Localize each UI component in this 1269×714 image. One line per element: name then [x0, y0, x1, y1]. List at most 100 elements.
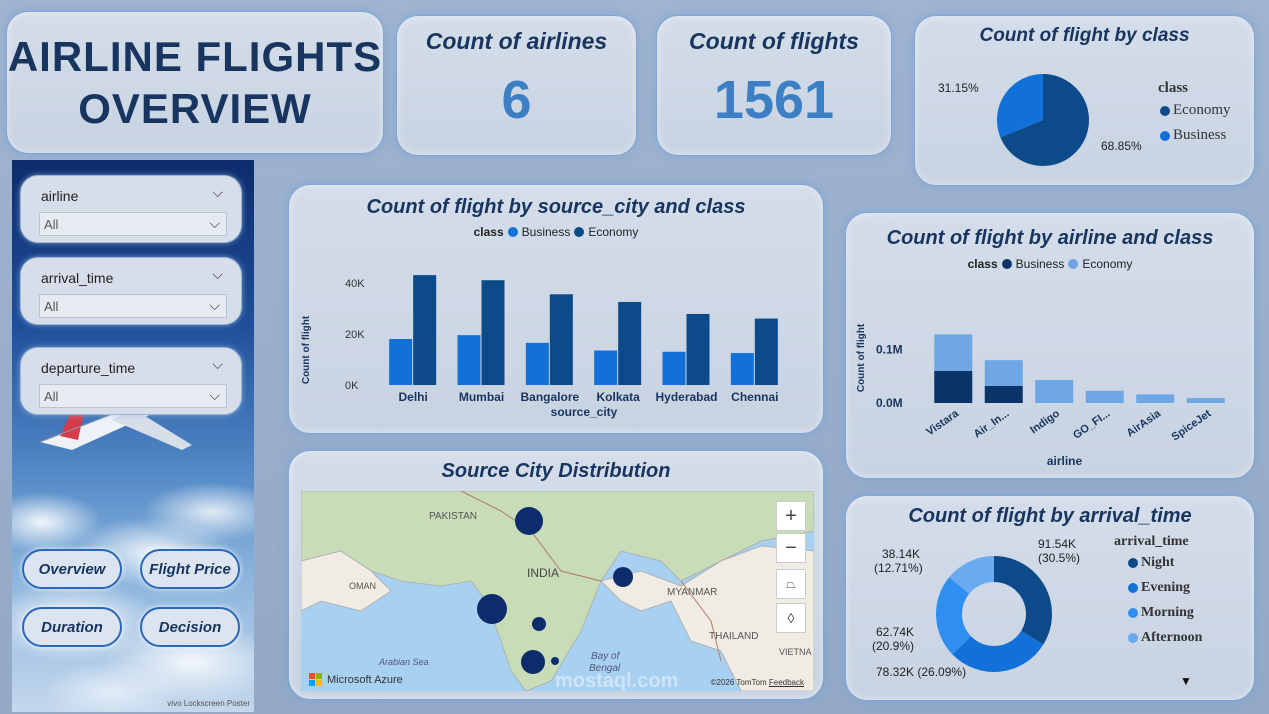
map-label-bay-of: Bay of [591, 651, 621, 662]
pie-label-economy: 68.85% [1101, 139, 1142, 153]
y-tick-label: 0.0M [876, 396, 903, 410]
airline-legend: class Business Economy [846, 257, 1254, 271]
bar-air_in...-economy [984, 360, 1023, 386]
source-city-map[interactable]: PAKISTAN INDIA OMAN MYANMAR THAILAND Ara… [301, 491, 814, 691]
airline-bar-chart: 0.0M 0.1M Count of flight Vistara Air_In... I… [856, 323, 1225, 468]
bar-chennai-economy [754, 318, 778, 385]
kpi-flights-card: Count of flights 1561 [656, 15, 892, 156]
airline-legend-title: class [967, 257, 998, 271]
bar-delhi-economy [413, 275, 437, 385]
flight-price-button[interactable]: Flight Price [140, 549, 240, 589]
x-tick-label: Delhi [398, 390, 427, 404]
arrival-legend-night[interactable]: Night [1128, 555, 1174, 571]
arrival-time-slicer[interactable]: arrival_time ⌵ All ⌵ [20, 257, 242, 325]
map-bubble-bangalore [521, 650, 545, 674]
economy-legend-dot [1068, 259, 1079, 269]
class-legend-economy[interactable]: Economy [1160, 102, 1231, 119]
chevron-down-icon[interactable]: ⌵ [212, 184, 223, 200]
map-label-bengal: Bengal [589, 663, 621, 674]
map-bubble-hyderabad [532, 617, 546, 631]
class-legend-business[interactable]: Business [1160, 127, 1226, 144]
zoom-in-button[interactable]: + [776, 501, 806, 531]
map-bubble-delhi [515, 507, 543, 535]
airline-slicer[interactable]: airline ⌵ All ⌵ [20, 175, 242, 243]
map-land: PAKISTAN INDIA OMAN MYANMAR THAILAND Ara… [301, 491, 814, 691]
bar-mumbai-economy [481, 280, 505, 385]
arrival-time-slicer-dropdown[interactable]: All ⌵ [39, 294, 227, 318]
page-title: AIRLINE FLIGHTS OVERVIEW [7, 32, 383, 132]
zoom-out-button[interactable]: − [776, 533, 806, 563]
donut-label-afternoon-pct: (12.71%) [874, 561, 923, 575]
clouds-background [12, 482, 254, 712]
donut-label-evening: 78.32K (26.09%) [876, 665, 966, 679]
kpi-airlines-card: Count of airlines 6 [396, 15, 637, 156]
x-axis-label: source_city [551, 405, 618, 419]
map-label-india: INDIA [527, 566, 559, 580]
chevron-down-icon: ⌵ [209, 215, 220, 231]
compass-icon[interactable]: ◊ [776, 603, 806, 633]
map-bubble-kolkata [613, 567, 633, 587]
map-label-vietnam: VIETNA [779, 647, 812, 657]
donut-label-morning-pct: (20.9%) [872, 639, 914, 653]
tilt-icon[interactable]: ⏢ [776, 569, 806, 599]
bar-chennai-business [730, 353, 754, 385]
donut-label-night-value: 91.54K [1038, 537, 1076, 551]
map-attribution: Microsoft Azure [309, 673, 403, 687]
source-city-legend-title: class [473, 225, 504, 239]
bar-indigo-economy [1035, 379, 1074, 403]
airline-slicer-dropdown[interactable]: All ⌵ [39, 212, 227, 236]
source-city-legend-business[interactable]: Business [521, 225, 571, 239]
source-city-legend-economy[interactable]: Economy [588, 225, 639, 239]
map-feedback-link[interactable]: Feedback [768, 678, 804, 687]
departure-time-slicer-dropdown[interactable]: All ⌵ [39, 384, 227, 408]
sidebar: airline ⌵ All ⌵ arrival_time ⌵ All ⌵ dep… [12, 160, 254, 712]
business-legend-dot [1001, 259, 1012, 269]
bar-vistara-business [934, 370, 973, 403]
arrival-title: Count of flight by arrival_time [908, 505, 1192, 527]
source-city-title: Count of flight by source_city and class [366, 196, 746, 218]
departure-time-slicer[interactable]: departure_time ⌵ All ⌵ [20, 347, 242, 415]
y-tick-label: 40K [345, 278, 365, 290]
pie-slice-economy [1000, 74, 1089, 166]
arrival-legend-evening[interactable]: Evening [1128, 580, 1190, 596]
overview-button[interactable]: Overview [22, 549, 122, 589]
donut-slice-night [994, 556, 1052, 645]
map-label-arabian-sea: Arabian Sea [378, 657, 429, 667]
y-tick-label: 0K [345, 380, 359, 392]
microsoft-logo-icon [309, 673, 322, 686]
kpi-airlines-value: 6 [501, 70, 532, 130]
arrival-legend-afternoon[interactable]: Afternoon [1128, 630, 1202, 646]
kpi-airlines-label: Count of airlines [425, 28, 608, 54]
map-bubble-mumbai [477, 594, 507, 624]
donut-slice-morning [936, 577, 972, 655]
x-tick-label: GO_FI... [1071, 408, 1112, 442]
arrival-legend-morning[interactable]: Morning [1128, 605, 1194, 621]
y-axis-label: Count of flight [856, 323, 867, 392]
bar-delhi-business [389, 339, 413, 385]
airline-legend-economy[interactable]: Economy [1082, 257, 1133, 271]
chevron-down-icon[interactable]: ⌵ [212, 266, 223, 282]
map-bubble-chennai [551, 657, 559, 665]
pie-slice-business [997, 74, 1043, 138]
x-tick-label: AirAsia [1125, 407, 1164, 439]
class-pie-card: Count of flight by class 31.15% 68.85% c… [914, 15, 1255, 186]
arrival-time-slicer-label: arrival_time [41, 270, 114, 286]
chevron-down-icon[interactable]: ⌵ [212, 356, 223, 372]
duration-button[interactable]: Duration [22, 607, 122, 647]
bar-hyderabad-business [662, 351, 686, 385]
departure-time-slicer-label: departure_time [41, 360, 136, 376]
y-tick-label: 0.1M [876, 342, 903, 356]
map-label-pakistan: PAKISTAN [429, 511, 477, 522]
bar-airasia-economy [1136, 394, 1175, 403]
airline-legend-business[interactable]: Business [1015, 257, 1065, 271]
business-legend-dot [507, 227, 518, 237]
decision-button[interactable]: Decision [140, 607, 240, 647]
map-card: Source City Distribution PAKISTAN INDIA … [288, 450, 824, 700]
airline-slicer-value: All [44, 217, 59, 232]
bar-bangalore-economy [549, 294, 573, 385]
kpi-flights-label: Count of flights [689, 28, 859, 54]
legend-scroll-down-icon[interactable]: ▼ [1180, 674, 1192, 688]
map-copyright: ©2026 TomTom Feedback [710, 678, 804, 687]
x-tick-label: Hyderabad [655, 390, 717, 404]
airline-slicer-label: airline [41, 188, 79, 204]
